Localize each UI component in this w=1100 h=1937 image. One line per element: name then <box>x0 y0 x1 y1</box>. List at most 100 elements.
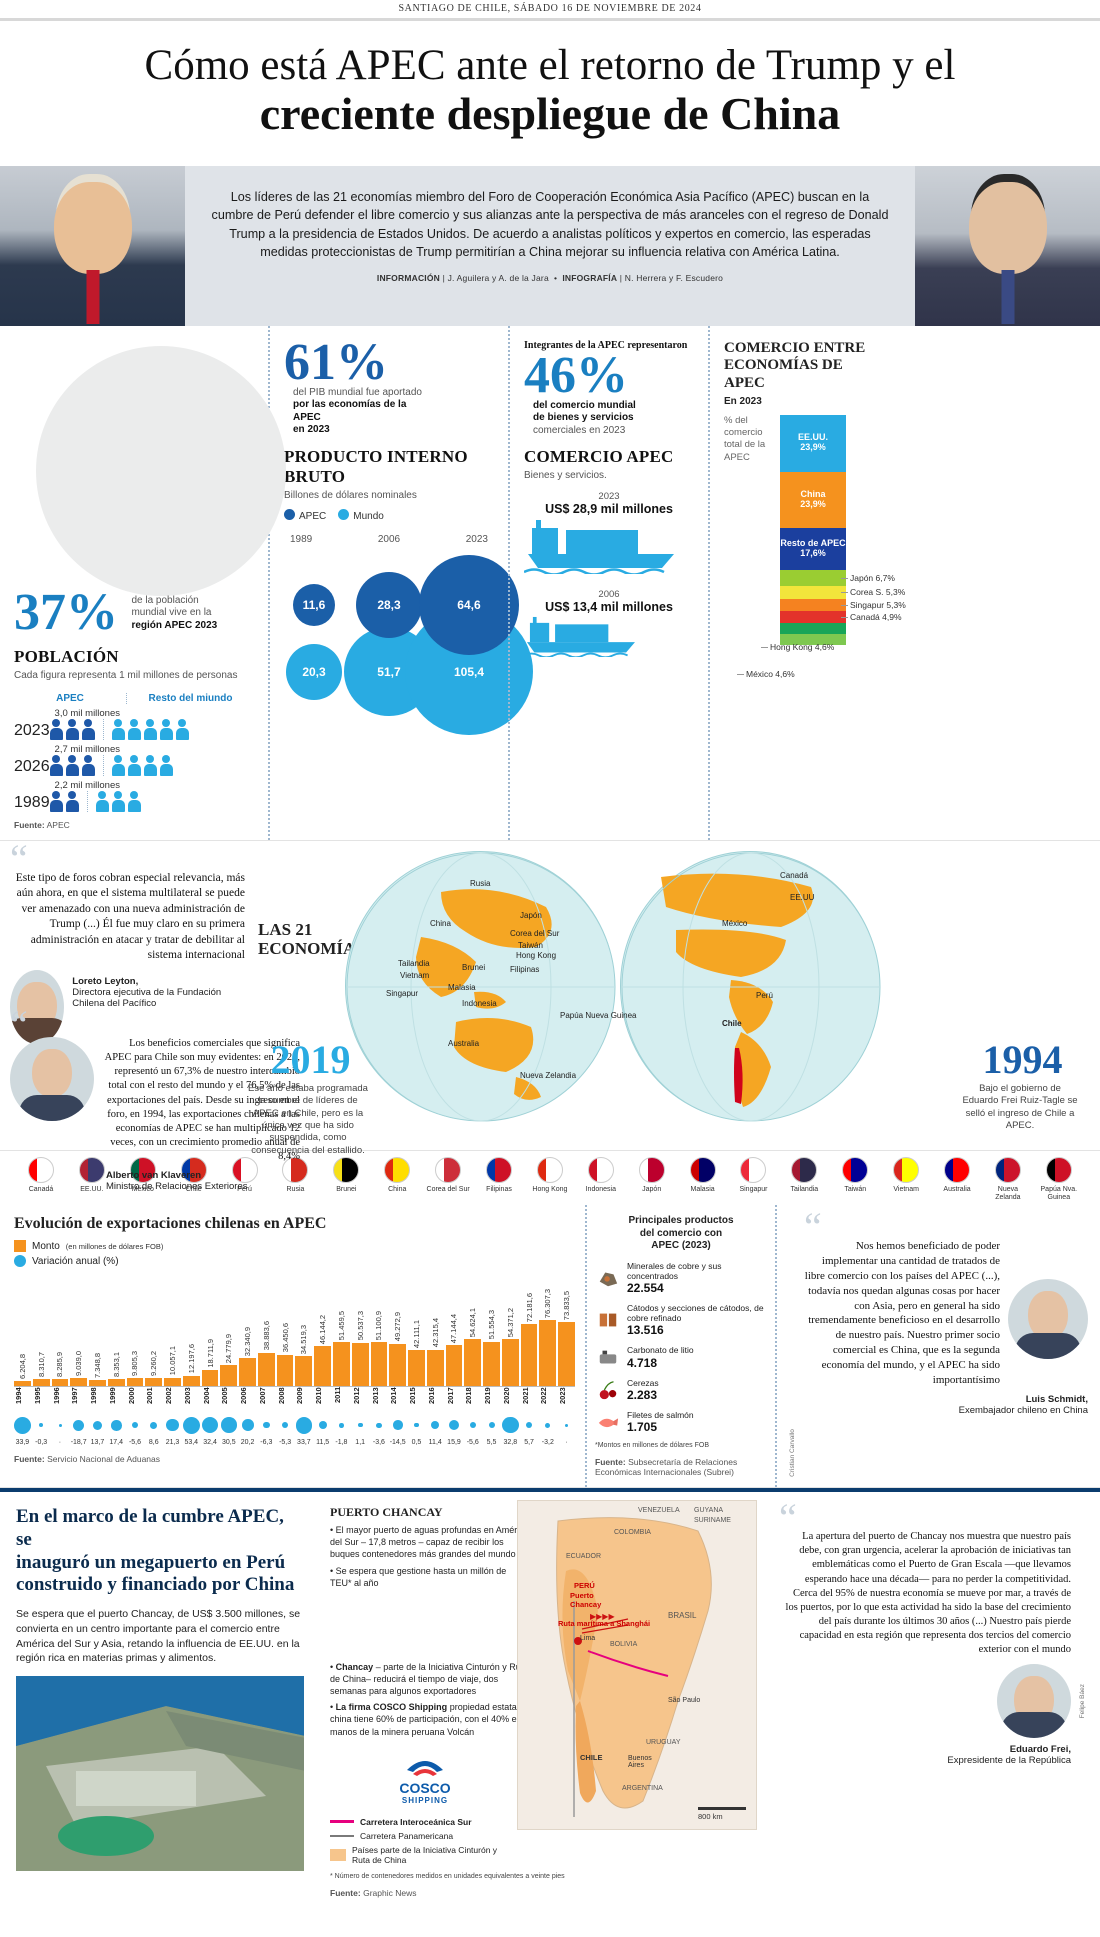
gdp-title: PRODUCTO INTERNO BRUTO <box>284 446 468 486</box>
export-variation-value: 15,9 <box>447 1439 461 1447</box>
quote-leyton: “ Este tipo de foros cobran especial rel… <box>10 838 245 1044</box>
export-chart-panel: Evolución de exportaciones chilenas en A… <box>0 1205 585 1487</box>
export-variation-value: -18,7 <box>70 1439 87 1447</box>
year-1994-note: Bajo el gobierno de Eduardo Frei Ruiz-Ta… <box>962 1082 1078 1131</box>
export-variation-value: 32,4 <box>203 1439 217 1447</box>
flag-pap-a-nva--guinea: Papúa Nva. Guinea <box>1036 1156 1082 1201</box>
year-1994: 1994 <box>982 1036 1063 1082</box>
export-variation-dot <box>318 1421 327 1430</box>
export-bar <box>276 1354 294 1387</box>
flag-label: Perú <box>237 1185 252 1193</box>
export-x-label: 2012 <box>351 1387 361 1404</box>
copper-ore-icon <box>595 1267 621 1289</box>
legend-variacion-label: Variación anual (%) <box>32 1255 119 1267</box>
trade-note-1: del comercio mundial <box>533 399 636 411</box>
flag-label: México <box>131 1185 154 1193</box>
credit-graf-value: N. Herrera y F. Escudero <box>624 273 724 284</box>
gdp-pct: 61% <box>284 334 388 392</box>
stacked-segment-callout: México 4,6% <box>737 669 795 680</box>
export-bar-value: 34.519,3 <box>299 1325 309 1355</box>
map-label-puerto: Puerto <box>570 1591 594 1601</box>
export-bar-value: 12.197,6 <box>186 1344 196 1374</box>
export-bar-value: 38.883,6 <box>261 1321 271 1351</box>
export-bar-value: 36.450,6 <box>280 1323 290 1353</box>
export-bar <box>445 1345 463 1387</box>
products-source-value: Subsecretaría de Relaciones Económicas I… <box>595 1457 738 1478</box>
export-bar <box>389 1343 407 1387</box>
export-variation-dot <box>58 1423 62 1427</box>
export-bar <box>145 1378 163 1387</box>
quote-leyton-byline: Loreto Leyton, Directora ejecutiva de la… <box>72 976 245 1009</box>
gdp-year-1: 2006 <box>377 533 401 545</box>
export-variation-dot <box>469 1422 476 1429</box>
quote-schmidt-text: Nos hemos beneficiado de poder implement… <box>804 1240 1000 1386</box>
stacked-segment <box>780 570 846 587</box>
map-label-uruguay: URUGUAY <box>646 1739 681 1747</box>
quote-vanklaveren-name: Alberto van Klaveren <box>106 1170 202 1182</box>
map-label-peru: PERÚ <box>574 1581 595 1591</box>
export-bar-cell: 9.805,3 <box>126 1274 144 1387</box>
map-label-japón: Japón <box>520 910 542 920</box>
chancay-middle: PUERTO CHANCAY • El mayor puerto de agua… <box>320 1492 765 1910</box>
export-bar <box>351 1342 369 1387</box>
cosco-sub: SHIPPING <box>401 1795 449 1805</box>
export-variation-value: 21,3 <box>165 1439 180 1447</box>
export-x-label: 1997 <box>70 1387 80 1404</box>
export-variation-dot <box>545 1422 551 1428</box>
stacked-segment-callout: Japón 6,7% <box>841 573 895 584</box>
las21-line1: LAS 21 <box>258 919 313 939</box>
export-dot-cell <box>333 1422 350 1428</box>
lithium-icon <box>595 1347 621 1369</box>
flag-taiw-n: Taiwán <box>832 1156 878 1201</box>
export-bar-value: 46.144,2 <box>318 1315 328 1345</box>
export-bar-cell: 6.204,8 <box>14 1274 31 1387</box>
credit-info-label: INFORMACIÓN <box>376 273 441 284</box>
export-bar <box>51 1379 69 1387</box>
flag-icon <box>842 1156 869 1183</box>
export-bar <box>314 1346 332 1387</box>
export-x-label: 2003 <box>182 1387 192 1404</box>
chancay-port-box: PUERTO CHANCAY • El mayor puerto de agua… <box>330 1504 530 1589</box>
trade-ship-amount: US$ 28,9 mil millones <box>545 502 673 517</box>
export-bar <box>483 1341 500 1387</box>
export-bar-cell: 18.711,9 <box>201 1274 219 1387</box>
export-dot-cell <box>521 1422 538 1429</box>
quote-schmidt-avatar <box>1008 1279 1088 1360</box>
export-bar-cell: 34.519,3 <box>295 1274 313 1387</box>
export-dot-cell <box>295 1416 313 1434</box>
stacked-segment <box>780 586 846 599</box>
flag-hong-kong: Hong Kong <box>527 1156 573 1201</box>
population-panel: 37% de la población mundial vive en la r… <box>0 326 286 840</box>
export-x-label: 2018 <box>464 1387 474 1404</box>
export-variation-value: · <box>565 1439 568 1447</box>
export-x-label: 2001 <box>145 1387 155 1404</box>
export-bar <box>107 1378 125 1387</box>
flag-ee-uu-: EE.UU. <box>69 1156 115 1201</box>
map-section: “ Este tipo de foros cobran especial rel… <box>0 838 1100 1192</box>
xi-tie <box>1001 270 1014 325</box>
export-dot-cell <box>427 1421 444 1430</box>
flag-chile: Chile <box>171 1156 217 1201</box>
export-bar-cell: 9.039,0 <box>70 1274 88 1387</box>
flag-label: Taiwán <box>844 1185 867 1193</box>
export-variation-dot <box>488 1422 495 1429</box>
export-xaxis: 1994 1995 1996 1997 1998 1999 2000 2001 2002 2003… <box>14 1387 575 1413</box>
export-bar-value: 9.805,3 <box>130 1350 140 1376</box>
flag-malasia: Malasia <box>680 1156 726 1201</box>
export-bar <box>558 1322 575 1387</box>
south-america-svg: ▶▶▶▶ <box>518 1501 756 1830</box>
quote-frei-role: Expresidente de la República <box>947 1754 1071 1766</box>
flag-label: Filipinas <box>486 1185 512 1193</box>
gdp-year-2: 2023 <box>465 533 488 545</box>
export-x-label: 2023 <box>558 1387 568 1404</box>
export-dot-cell <box>52 1423 69 1427</box>
product-value: 13.516 <box>627 1323 664 1338</box>
flag-label: Malasia <box>690 1185 715 1193</box>
quote-schmidt: Cristian Carvallo “ Nos hemos beneficiad… <box>775 1205 1100 1488</box>
export-variation-value: -14,5 <box>389 1439 406 1447</box>
products-list: Minerales de cobre y sus concentrados 22.… <box>595 1261 767 1434</box>
stacked-segment-callout: Canadá 4,9% <box>841 612 902 623</box>
chancay-bullet-0: • El mayor puerto de aguas profundas en … <box>330 1525 529 1560</box>
stacked-segment <box>780 622 846 634</box>
population-rows: 3,0 mil millones 2023 2,7 mil millones 2026… <box>14 708 254 812</box>
